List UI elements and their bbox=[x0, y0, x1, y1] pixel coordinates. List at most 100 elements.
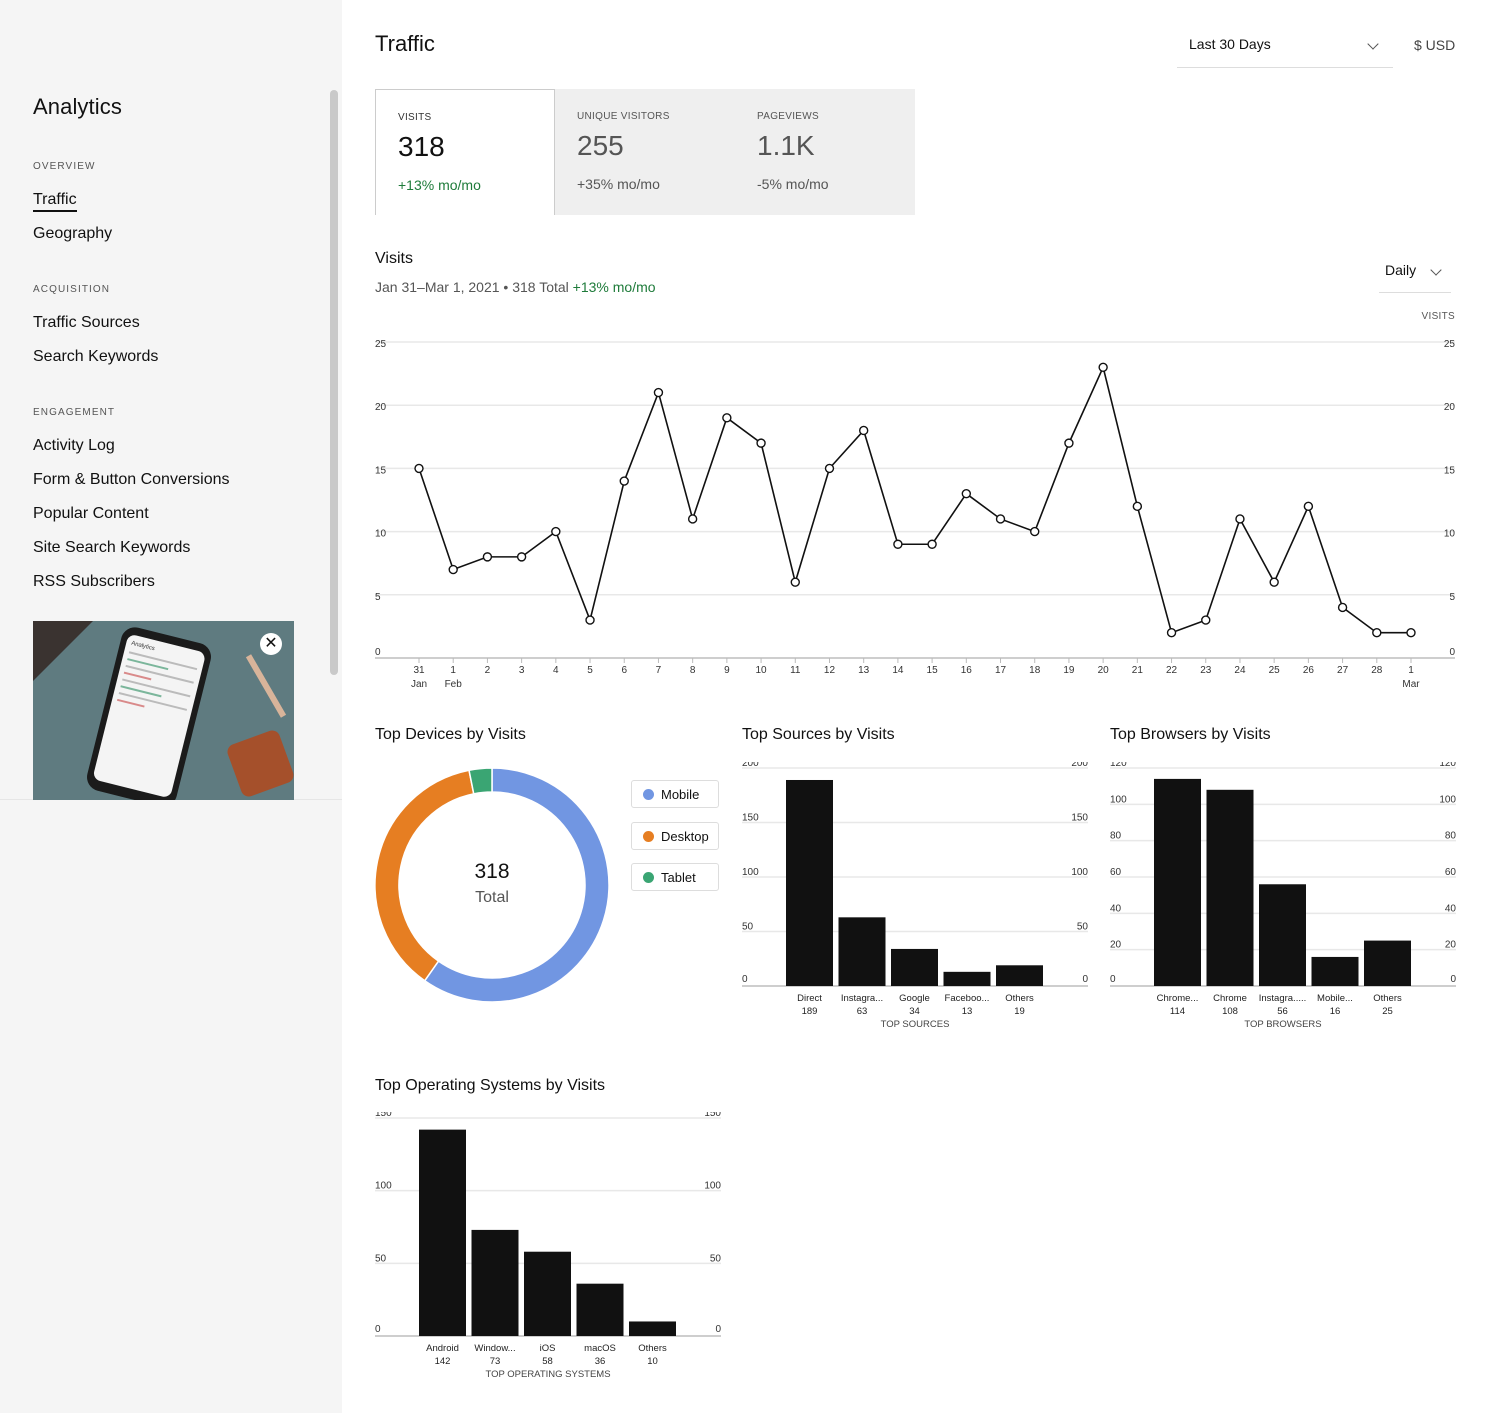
bar-value-label: 16 bbox=[1330, 1006, 1341, 1017]
stat-tab-visits[interactable]: VISITS 318 +13% mo/mo bbox=[375, 89, 555, 215]
promo-image[interactable]: Analytics ✕ bbox=[33, 621, 294, 800]
x-tick-sublabel: Jan bbox=[411, 679, 427, 690]
y-tick-label: 50 bbox=[375, 1253, 387, 1264]
y-tick-label: 80 bbox=[1445, 831, 1457, 842]
visits-data-point bbox=[1201, 615, 1211, 625]
bar-1 bbox=[471, 1229, 519, 1336]
bar-value-label: 34 bbox=[909, 1006, 920, 1017]
stat-value: 255 bbox=[577, 130, 624, 161]
legend-mobile[interactable]: Mobile bbox=[631, 780, 719, 808]
bar-2 bbox=[524, 1251, 571, 1336]
bar-value-label: 63 bbox=[857, 1006, 868, 1017]
y-tick-label: 80 bbox=[1110, 831, 1122, 842]
bar-value-label: 56 bbox=[1277, 1006, 1288, 1017]
stat-change: +35% mo/mo bbox=[577, 176, 660, 192]
y-tick-label: 40 bbox=[1110, 903, 1122, 914]
legend-dot-desktop bbox=[643, 831, 654, 842]
y-tick-label: 100 bbox=[1110, 794, 1127, 805]
legend-desktop[interactable]: Desktop bbox=[631, 822, 719, 850]
x-tick-label: 22 bbox=[1166, 665, 1178, 676]
sidebar-item-rss-subscribers[interactable]: RSS Subscribers bbox=[33, 573, 155, 590]
x-tick-label: 5 bbox=[587, 665, 593, 676]
promo-tool-shape bbox=[225, 728, 294, 799]
x-tick-label: 18 bbox=[1029, 665, 1041, 676]
bar-4 bbox=[996, 965, 1043, 986]
visits-series-line bbox=[418, 364, 1411, 634]
y-tick-label: 50 bbox=[1077, 922, 1089, 933]
bar-category-label: Instagra..... bbox=[1259, 993, 1307, 1004]
y-tick-label: 100 bbox=[1439, 794, 1456, 805]
bar-value-label: 25 bbox=[1382, 1006, 1393, 1017]
legend-dot-tablet bbox=[643, 872, 654, 883]
x-tick-label: 27 bbox=[1337, 665, 1349, 676]
bar-category-label: Mobile... bbox=[1317, 993, 1353, 1004]
bar-3 bbox=[943, 971, 991, 986]
sidebar-item-activity-log[interactable]: Activity Log bbox=[33, 437, 115, 454]
browsers-title: Top Browsers by Visits bbox=[1110, 726, 1271, 743]
currency-label[interactable]: $ USD bbox=[1414, 37, 1456, 53]
sidebar-item-popular-content[interactable]: Popular Content bbox=[33, 505, 149, 522]
x-tick-label: 4 bbox=[553, 665, 559, 676]
bar-value-label: 19 bbox=[1014, 1006, 1025, 1017]
x-axis-title: TOP OPERATING SYSTEMS bbox=[485, 1369, 610, 1380]
bar-category-label: Chrome... bbox=[1157, 993, 1199, 1004]
sidebar-item-site-search-keywords[interactable]: Site Search Keywords bbox=[33, 539, 191, 556]
stat-change: -5% mo/mo bbox=[757, 176, 829, 192]
x-tick-label: 14 bbox=[892, 665, 904, 676]
os-bar-chart: 0 0 50 50 100 100 150 150 Android 142 Window... 73 i… bbox=[375, 1112, 721, 1380]
x-tick-label: 2 bbox=[485, 665, 491, 676]
x-tick-label: 31 bbox=[413, 665, 425, 676]
y-tick-label: 5 bbox=[375, 592, 381, 603]
y-tick-label: 100 bbox=[1071, 867, 1088, 878]
sidebar-item-form-button-conversions[interactable]: Form & Button Conversions bbox=[33, 471, 230, 488]
sidebar-item-traffic-sources[interactable]: Traffic Sources bbox=[33, 314, 140, 331]
chevron-down-icon bbox=[1430, 264, 1442, 276]
date-range-select[interactable]: Last 30 Days bbox=[1177, 28, 1393, 68]
bar-value-label: 13 bbox=[962, 1006, 973, 1017]
y-tick-label: 0 bbox=[375, 1324, 381, 1335]
x-tick-label: 15 bbox=[927, 665, 939, 676]
section-acquisition: ACQUISITION bbox=[33, 284, 111, 295]
stat-tab-unique-visitors[interactable]: UNIQUE VISITORS 255 +35% mo/mo bbox=[555, 89, 735, 215]
y-tick-label: 0 bbox=[1450, 974, 1456, 985]
visits-data-point bbox=[1337, 602, 1348, 613]
visits-data-point bbox=[516, 552, 527, 562]
sidebar-item-geography[interactable]: Geography bbox=[33, 225, 113, 242]
sidebar-item-traffic[interactable]: Traffic bbox=[33, 191, 77, 212]
bar-category-label: iOS bbox=[540, 1343, 556, 1354]
x-tick-label: 24 bbox=[1234, 665, 1246, 676]
interval-select[interactable]: Daily bbox=[1379, 255, 1451, 293]
section-engagement: ENGAGEMENT bbox=[33, 407, 116, 418]
visits-title: Visits bbox=[375, 250, 413, 267]
bar-category-label: Others bbox=[1373, 993, 1402, 1004]
x-tick-label: 7 bbox=[656, 665, 662, 676]
sidebar-title: Analytics bbox=[33, 94, 122, 119]
legend-dot-mobile bbox=[643, 789, 654, 800]
sidebar: Analytics OVERVIEW Traffic Geography ACQ… bbox=[0, 0, 342, 1413]
visits-data-point bbox=[653, 387, 664, 398]
y-tick-label: 0 bbox=[375, 647, 381, 658]
y-tick-label: 150 bbox=[742, 813, 759, 824]
x-tick-sublabel: Mar bbox=[1402, 679, 1420, 690]
sidebar-scrollbar[interactable] bbox=[330, 90, 338, 675]
close-icon[interactable]: ✕ bbox=[260, 633, 282, 655]
y-tick-label: 0 bbox=[715, 1324, 721, 1335]
bar-value-label: 142 bbox=[435, 1356, 451, 1367]
x-tick-label: 1 bbox=[1408, 665, 1414, 676]
y-tick-label: 100 bbox=[742, 867, 759, 878]
legend-tablet[interactable]: Tablet bbox=[631, 863, 719, 891]
sidebar-item-search-keywords[interactable]: Search Keywords bbox=[33, 348, 159, 365]
x-tick-label: 26 bbox=[1303, 665, 1315, 676]
x-tick-label: 20 bbox=[1098, 665, 1110, 676]
donut-total-value: 318 bbox=[474, 860, 510, 883]
x-tick-label: 9 bbox=[724, 665, 730, 676]
donut-slice-mobile bbox=[423, 767, 610, 1003]
bar-4 bbox=[1364, 940, 1411, 986]
bar-0 bbox=[1154, 778, 1201, 986]
stat-tab-pageviews[interactable]: PAGEVIEWS 1.1K -5% mo/mo bbox=[735, 89, 915, 215]
bar-value-label: 114 bbox=[1170, 1006, 1185, 1017]
visits-data-point bbox=[448, 564, 458, 575]
visits-data-point bbox=[1406, 628, 1416, 638]
bar-category-label: Others bbox=[1005, 993, 1034, 1004]
page-title: Traffic bbox=[375, 31, 435, 56]
